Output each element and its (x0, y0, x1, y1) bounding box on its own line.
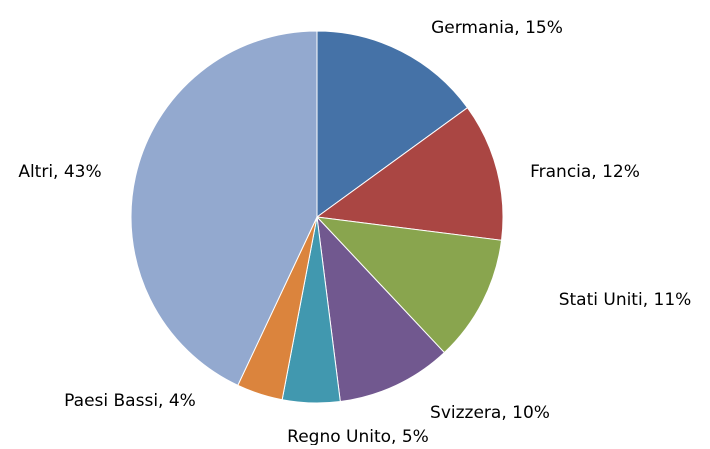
slice-label: Regno Unito, 5% (287, 427, 429, 445)
slice-label: Francia, 12% (530, 162, 640, 182)
slice-label: Germania, 15% (431, 18, 563, 38)
slice-label: Stati Uniti, 11% (559, 290, 692, 310)
pie-slice (316, 215, 446, 403)
pie-slice (316, 30, 469, 218)
slice-label: Paesi Bassi, 4% (64, 391, 196, 411)
pie-slice (130, 30, 318, 386)
pie-slice (315, 106, 504, 241)
pie-slice (315, 216, 503, 354)
slice-label: Altri, 43% (18, 162, 101, 182)
slice-label: Svizzera, 10% (430, 403, 550, 423)
